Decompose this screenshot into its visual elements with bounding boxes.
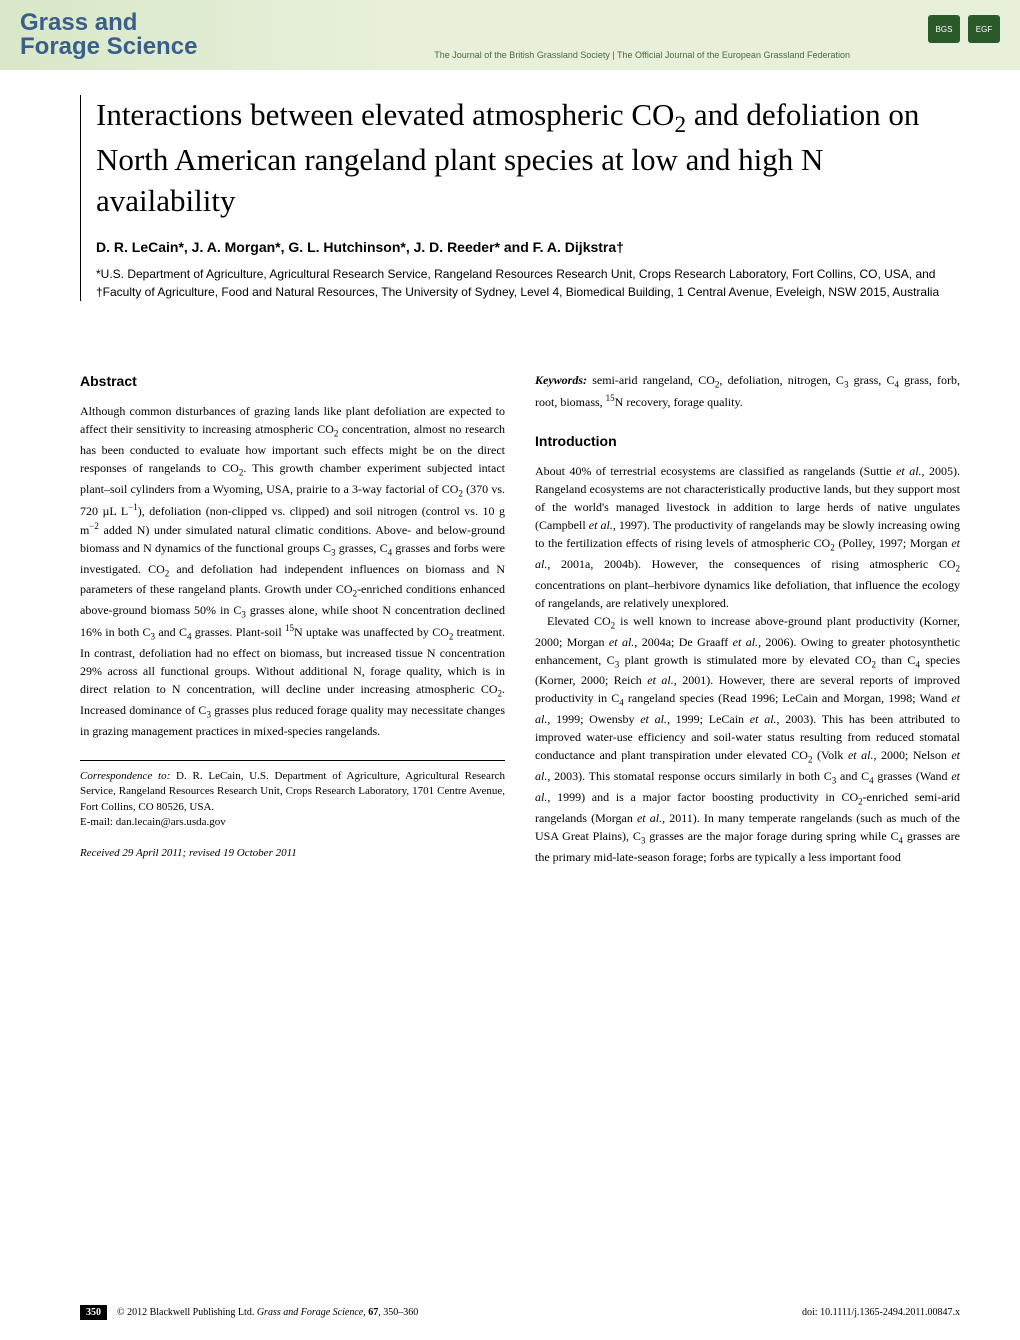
title-block: Interactions between elevated atmospheri…	[80, 95, 960, 301]
keywords-label: Keywords:	[535, 373, 587, 387]
correspondence-label: Correspondence to:	[80, 770, 170, 782]
abstract-heading: Abstract	[80, 371, 505, 392]
page-number: 350	[80, 1305, 107, 1320]
copyright-block: 350 © 2012 Blackwell Publishing Ltd. Gra…	[80, 1305, 418, 1320]
affiliations: *U.S. Department of Agriculture, Agricul…	[96, 265, 960, 301]
abstract-paragraph: Although common disturbances of grazing …	[80, 402, 505, 740]
introduction-text: About 40% of terrestrial ecosystems are …	[535, 462, 960, 866]
left-column: Abstract Although common disturbances of…	[80, 371, 505, 866]
article-content: Interactions between elevated atmospheri…	[0, 70, 1020, 866]
page-footer: 350 © 2012 Blackwell Publishing Ltd. Gra…	[0, 1305, 1020, 1320]
two-column-layout: Abstract Although common disturbances of…	[80, 371, 960, 866]
egf-badge-icon: EGF	[968, 15, 1000, 43]
correspondence-email: dan.lecain@ars.usda.gov	[116, 816, 226, 828]
intro-paragraph-1: About 40% of terrestrial ecosystems are …	[535, 462, 960, 612]
journal-subtitle: The Journal of the British Grassland Soc…	[434, 50, 850, 60]
intro-paragraph-2: Elevated CO2 is well known to increase a…	[535, 612, 960, 866]
article-title: Interactions between elevated atmospheri…	[96, 95, 960, 221]
keywords-block: Keywords: semi-arid rangeland, CO2, defo…	[535, 371, 960, 411]
right-column: Keywords: semi-arid rangeland, CO2, defo…	[535, 371, 960, 866]
journal-logo: Grass and Forage Science	[20, 11, 197, 59]
journal-name-line2: Forage Science	[20, 35, 197, 59]
email-label: E-mail:	[80, 816, 113, 828]
copyright-text: © 2012 Blackwell Publishing Ltd. Grass a…	[117, 1307, 418, 1318]
received-date: Received 29 April 2011; revised 19 Octob…	[80, 845, 505, 862]
doi-text: doi: 10.1111/j.1365-2494.2011.00847.x	[802, 1307, 960, 1318]
bgs-badge-icon: BGS	[928, 15, 960, 43]
journal-name-line1: Grass and	[20, 11, 197, 35]
society-badges: BGS EGF	[928, 15, 1000, 43]
keywords-text: semi-arid rangeland, CO2, defoliation, n…	[535, 373, 960, 409]
journal-header: Grass and Forage Science The Journal of …	[0, 0, 1020, 70]
introduction-heading: Introduction	[535, 431, 960, 452]
abstract-text: Although common disturbances of grazing …	[80, 402, 505, 740]
correspondence-block: Correspondence to: D. R. LeCain, U.S. De…	[80, 760, 505, 831]
author-list: D. R. LeCain*, J. A. Morgan*, G. L. Hutc…	[96, 239, 960, 255]
